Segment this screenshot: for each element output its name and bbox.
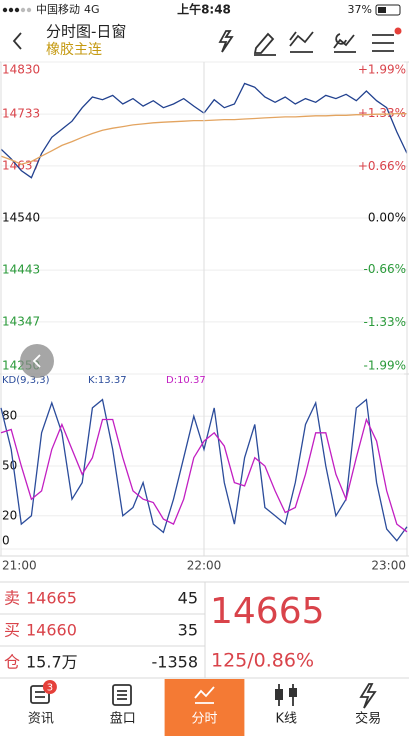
indicator-button[interactable] (289, 31, 314, 53)
tab-badge-count: 3 (47, 683, 53, 694)
quote-panel: 14665 125/0.86% 卖 14665 45 买 14660 35 仓 15.7万 -1… (0, 581, 409, 678)
back-button[interactable] (12, 32, 22, 50)
collapse-arrow (32, 354, 41, 368)
quote-amount: 45 (178, 589, 198, 608)
book-icon-lines (117, 690, 127, 700)
y-tick-label: 20 (2, 508, 17, 522)
clock: 上午8:48 (177, 2, 231, 17)
quote-label: 卖 (4, 589, 20, 608)
y2-tick-label: +1.33% (358, 106, 406, 120)
quote-value: 15.7万 (26, 653, 78, 672)
indicator-title: KD(9,3,3) (2, 375, 50, 386)
quote-value: 14660 (26, 621, 77, 640)
kline-candle (275, 689, 283, 700)
news-icon (30, 685, 50, 704)
y-tick-label: 14540 (2, 211, 40, 225)
trade-icon (359, 683, 377, 709)
price-change: 125/0.86% (211, 650, 314, 672)
quote-label: 买 (4, 621, 20, 640)
tab[interactable] (245, 679, 327, 736)
tab[interactable] (82, 679, 164, 736)
menu-dot (394, 27, 402, 35)
y2-tick-label: 0.00% (368, 211, 406, 225)
tab[interactable] (0, 679, 82, 736)
series-line (0, 417, 408, 533)
kline-candle (289, 688, 297, 697)
collapse-button[interactable] (20, 344, 54, 378)
y-tick-label: 14347 (2, 314, 40, 328)
tab-icons (30, 683, 377, 709)
network: 4G (84, 3, 100, 16)
page-title: 分时图-日窗 (46, 23, 126, 41)
x-tick-label: 22:00 (187, 559, 222, 573)
y-tick-label: 50 (2, 459, 17, 473)
battery-text: 37% (348, 3, 372, 16)
y-tick-label: 14733 (2, 107, 40, 121)
battery-icon (375, 4, 401, 16)
menu-button[interactable] (372, 34, 394, 52)
y2-tick-label: -1.99% (364, 359, 406, 373)
tab-label: 盘口 (110, 711, 136, 727)
y-tick-label: 0 (2, 534, 10, 548)
last-price: 14665 (210, 591, 325, 632)
y2-tick-label: -0.66% (364, 262, 406, 276)
y-tick-label: 14443 (2, 263, 40, 277)
tab[interactable] (327, 679, 409, 736)
legend-entry: K:13.37 (88, 375, 127, 386)
quote-value: 14665 (26, 589, 77, 608)
y-tick-label: 80 (2, 409, 17, 423)
quote-label: 仓 (4, 653, 20, 672)
y2-tick-label: +1.99% (358, 63, 406, 77)
timeshare-icon (194, 686, 215, 704)
quote-amount: 35 (178, 621, 198, 640)
tab-bar: 资讯 3 盘口 分时 K线 交易 (0, 679, 409, 736)
y-tick-label: 14830 (2, 63, 40, 77)
y2-tick-label: +0.66% (358, 159, 406, 173)
x-tick-label: 23:00 (371, 559, 406, 573)
x-tick-label: 21:00 (2, 559, 37, 573)
header: 分时图-日窗 橡胶主连 (12, 23, 402, 58)
book-icon (112, 684, 132, 706)
news-icon-lines (35, 691, 45, 698)
battery-level (378, 7, 386, 13)
active-tab-background (164, 679, 245, 736)
compare-button[interactable] (333, 33, 356, 53)
legend-entry: D:10.37 (166, 375, 206, 386)
tab-label: 资讯 (28, 712, 54, 727)
series-line (0, 398, 408, 542)
carrier: 中国移动 (36, 3, 80, 16)
flash-button[interactable] (218, 30, 234, 53)
tab-badge (42, 680, 57, 694)
tab-label: 分时 (191, 712, 217, 727)
draw-button[interactable] (253, 32, 276, 56)
tab-label: K线 (276, 712, 298, 727)
status-bar: 中国移动 4G 上午8:48 37% (2, 2, 401, 17)
quote-amount: -1358 (152, 653, 199, 672)
tab-label: 交易 (355, 711, 381, 727)
charts: 14830147331463714540144431434714250+1.99… (0, 61, 408, 573)
tab[interactable] (164, 679, 246, 736)
instrument-name: 橡胶主连 (46, 41, 102, 58)
y2-tick-label: -1.33% (364, 315, 406, 329)
